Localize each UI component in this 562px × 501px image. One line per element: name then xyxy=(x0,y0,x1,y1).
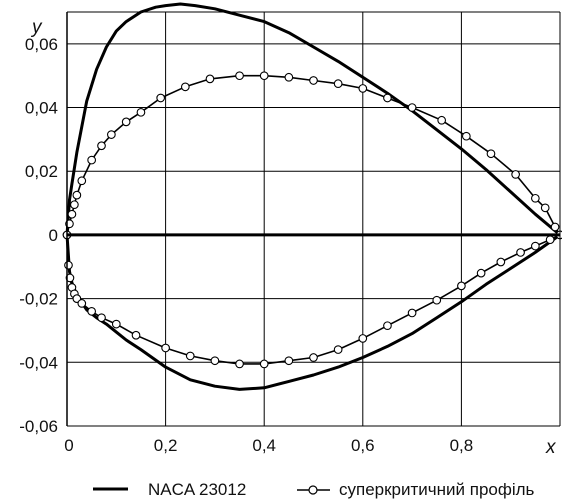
x-axis-label: x xyxy=(545,437,557,458)
x-tick-label: 0,2 xyxy=(154,436,178,455)
supercritical-upper-point xyxy=(70,200,79,210)
x-tick-label: 0,8 xyxy=(450,436,474,455)
x-tick-label: 0,6 xyxy=(351,436,375,455)
y-tick-label: 0,06 xyxy=(25,35,58,54)
series-layer xyxy=(62,2,562,391)
supercritical-upper-point xyxy=(205,74,215,84)
naca-upper-line xyxy=(65,2,561,237)
supercritical-lower-point xyxy=(64,260,73,270)
supercritical-upper-point xyxy=(180,82,190,92)
supercritical-lower-point xyxy=(111,319,121,329)
grid-lines xyxy=(67,12,560,427)
naca-lower-line xyxy=(65,233,561,391)
supercritical-upper-point xyxy=(309,76,318,85)
supercritical-lower-point xyxy=(457,281,466,291)
y-tick-label: 0,02 xyxy=(25,162,58,181)
supercritical-lower-point xyxy=(545,235,555,245)
legend-label-supercritical: суперкритичний профіль xyxy=(339,480,535,499)
axes xyxy=(66,11,561,426)
supercritical-lower-point xyxy=(235,359,244,369)
supercritical-lower-point xyxy=(87,307,96,316)
supercritical-upper-point xyxy=(156,93,166,103)
supercritical-upper-point xyxy=(235,71,244,81)
supercritical-upper-point xyxy=(284,72,294,82)
supercritical-lower-point xyxy=(97,313,106,323)
y-axis-label: y xyxy=(30,17,43,38)
supercritical-upper-point xyxy=(437,115,447,125)
supercritical-lower-point xyxy=(530,241,540,251)
supercritical-upper-point xyxy=(77,176,87,186)
legend-label-naca: NACA 23012 xyxy=(148,480,246,499)
x-tick-label: 0,4 xyxy=(252,436,276,455)
legend-marker-supercritical xyxy=(308,485,318,495)
supercritical-lower-point xyxy=(77,299,87,308)
supercritical-upper-point xyxy=(486,149,496,159)
x-tick-label: 0 xyxy=(64,436,73,455)
supercritical-upper-point xyxy=(511,170,520,179)
supercritical-upper-point xyxy=(540,203,550,213)
supercritical-lower-point xyxy=(65,273,75,283)
supercritical-lower-point xyxy=(259,359,269,369)
tick-labels: -0,06 -0,04 -0,02 0 0,02 0,04 0,06 0 0,2 0,4 0,6 0,… xyxy=(19,35,473,455)
supercritical-upper-point xyxy=(383,93,392,103)
supercritical-lower-point xyxy=(185,351,195,361)
supercritical-upper-point xyxy=(136,107,146,117)
supercritical-upper-point xyxy=(358,84,368,93)
supercritical-lower-point xyxy=(476,268,486,278)
supercritical-upper-point xyxy=(97,141,106,151)
supercritical-upper-point xyxy=(550,222,560,232)
supercritical-lower-point xyxy=(358,334,368,343)
y-tick-label: 0 xyxy=(49,226,58,245)
y-tick-label: -0,04 xyxy=(19,353,58,372)
supercritical-lower-point xyxy=(131,330,141,340)
supercritical-lower-point xyxy=(407,308,417,318)
supercritical-lower-point xyxy=(210,356,220,366)
supercritical-lower-point xyxy=(333,345,343,354)
supercritical-lower-point xyxy=(383,321,392,331)
y-tick-label: 0,04 xyxy=(25,99,58,118)
supercritical-upper-point xyxy=(121,117,131,127)
supercritical-upper-point xyxy=(107,130,116,139)
supercritical-lower-line xyxy=(66,234,561,365)
supercritical-upper-point xyxy=(333,79,343,89)
y-tick-label: -0,06 xyxy=(19,417,58,436)
supercritical-lower-point xyxy=(284,356,294,366)
supercritical-upper-point xyxy=(72,190,82,200)
supercritical-lower-point xyxy=(309,353,318,362)
legend: NACA 23012 суперкритичний профіль xyxy=(93,480,535,499)
y-tick-label: -0,02 xyxy=(19,290,58,309)
supercritical-upper-point xyxy=(530,193,540,203)
supercritical-upper-point xyxy=(259,71,269,81)
supercritical-upper-point xyxy=(67,209,77,219)
supercritical-upper-line xyxy=(66,74,561,236)
supercritical-upper-point xyxy=(407,103,417,112)
supercritical-lower-point xyxy=(496,257,506,267)
supercritical-lower-point xyxy=(432,295,442,305)
supercritical-upper-point xyxy=(87,155,96,165)
supercritical-lower-point xyxy=(516,248,525,257)
supercritical-upper-point xyxy=(461,131,471,141)
supercritical-lower-point xyxy=(161,343,170,353)
